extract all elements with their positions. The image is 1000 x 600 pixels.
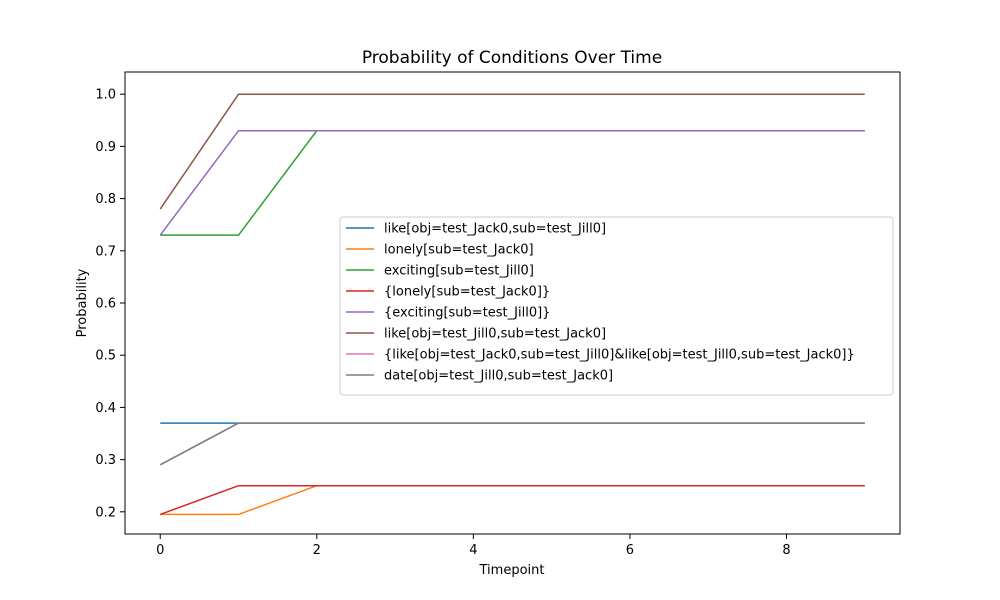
series-line-7 [159,422,865,466]
x-axis: 0 2 4 6 8 [156,534,791,558]
legend-box [339,216,894,396]
legend-label-2: exciting[sub=test_Jill0] [384,264,534,279]
legend-label-1: lonely[sub=test_Jack0] [384,243,534,258]
legend-label-4: {exciting[sub=test_Jill0]} [384,306,550,321]
x-tick-label: 8 [782,543,790,558]
y-tick-label: 0.2 [95,505,116,520]
y-tick-label: 1.0 [95,88,116,103]
legend-label-6: {like[obj=test_Jack0,sub=test_Jill0]&lik… [384,348,855,363]
y-axis: 0.2 0.3 0.4 0.5 0.6 0.7 0.8 0.9 1.0 [95,88,125,520]
y-axis-label: Probability [75,268,90,337]
legend-label-7: date[obj=test_Jill0,sub=test_Jack0] [384,369,613,384]
series-line-3 [159,484,865,516]
y-tick-label: 0.6 [95,297,116,312]
legend-label-0: like[obj=test_Jack0,sub=test_Jill0] [384,222,606,237]
legend-label-3: {lonely[sub=test_Jack0]} [384,285,550,300]
y-tick-label: 0.7 [95,244,116,259]
y-tick-label: 0.3 [95,453,116,468]
x-tick-label: 6 [626,543,634,558]
series-line-5 [159,93,865,210]
chart-title: Probability of Conditions Over Time [362,48,662,68]
legend-label-5: like[obj=test_Jill0,sub=test_Jack0] [384,327,606,342]
x-tick-label: 0 [156,543,164,558]
series-line-4 [159,129,865,236]
series-layer [159,93,865,516]
legend: like[obj=test_Jack0,sub=test_Jill0]lonel… [339,216,894,396]
x-axis-label: Timepoint [479,563,545,578]
x-tick-label: 4 [469,543,477,558]
y-tick-label: 0.4 [95,401,116,416]
y-tick-label: 0.8 [95,192,116,207]
y-tick-label: 0.9 [95,140,116,155]
y-tick-label: 0.5 [95,349,116,364]
x-tick-label: 2 [313,543,321,558]
